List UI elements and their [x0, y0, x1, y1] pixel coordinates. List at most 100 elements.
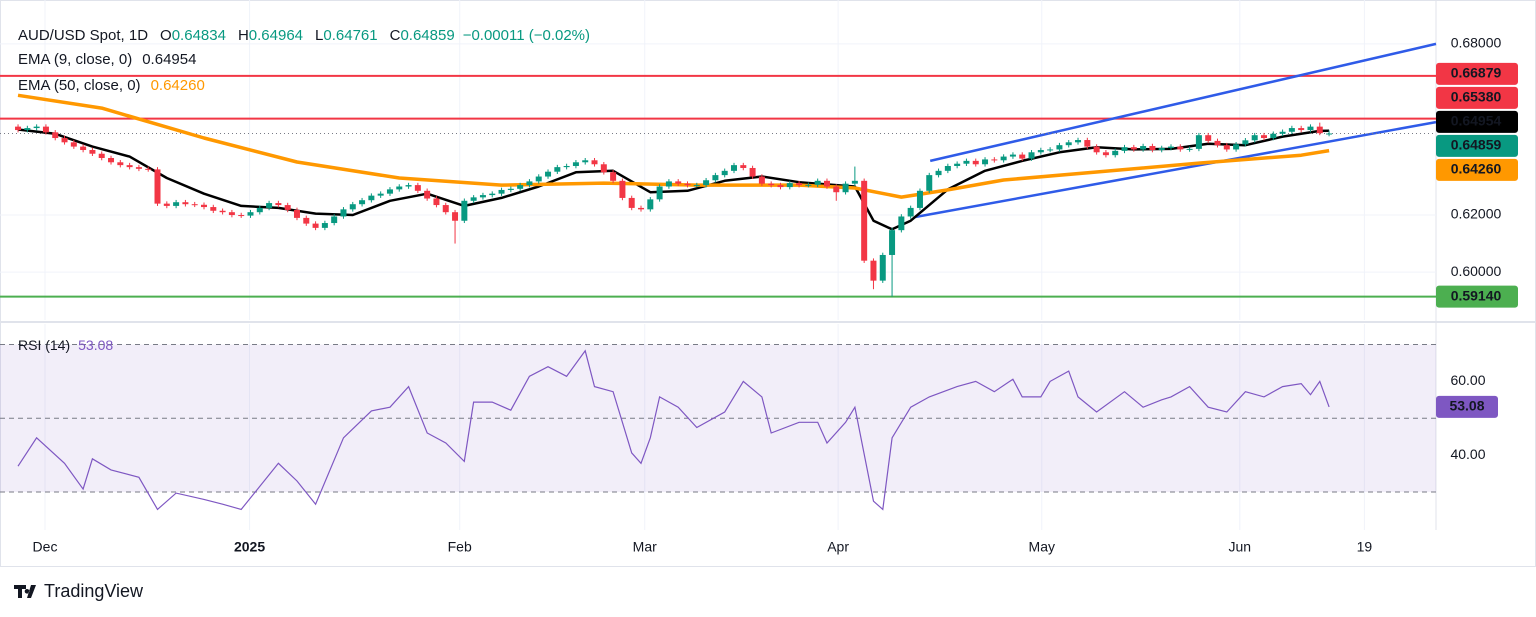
candle-body [647, 199, 654, 210]
price-badge-label: 0.64260 [1451, 161, 1502, 177]
price-badge [1436, 158, 1518, 181]
candle-body [1000, 156, 1007, 161]
rsi-line [17, 349, 1330, 511]
candle-body [219, 210, 226, 213]
x-tick-label: Dec [33, 539, 58, 555]
ohlc-value: 0.64834 [172, 27, 226, 44]
candle-body [182, 202, 189, 205]
candle-body [563, 165, 570, 168]
candle-body [991, 159, 998, 161]
candle-body [163, 203, 170, 206]
candle-body [935, 170, 942, 176]
candle-body [944, 165, 951, 171]
candle-body [498, 189, 505, 194]
candle-body [907, 207, 914, 217]
x-tick-label: May [1029, 539, 1055, 555]
candle-body [712, 175, 719, 181]
candle-body [405, 185, 412, 187]
candle-body [1112, 150, 1119, 156]
candle-body [535, 176, 542, 182]
candle-body [619, 180, 626, 198]
candle-body [1316, 126, 1323, 134]
price-badge [1436, 134, 1518, 157]
candle-body [721, 170, 728, 176]
symbol-title: AUD/USD Spot, 1D [18, 27, 148, 44]
candle-body [414, 185, 421, 191]
chart-frame [0, 0, 1536, 567]
candle-body [861, 180, 868, 261]
x-tick-label: 19 [1357, 539, 1373, 555]
candle-body [321, 223, 328, 228]
candle-body [1288, 128, 1295, 132]
chart-header: AUD/USD Spot, 1D O0.64834 H0.64964 L0.64761… [18, 27, 590, 44]
candle-body [340, 209, 347, 217]
price-badge [1436, 285, 1518, 308]
candle-body [256, 207, 263, 213]
candle-body [517, 185, 524, 189]
candle-body [1214, 140, 1221, 146]
price-badge-label: 0.66879 [1451, 65, 1502, 81]
candle-body [730, 165, 737, 171]
indicator-name: RSI (14) [18, 337, 70, 353]
candle-body [312, 223, 319, 228]
candle-body [61, 138, 68, 143]
trend-line [915, 120, 1437, 219]
candle-body [303, 217, 310, 224]
ema-line [17, 128, 1330, 231]
price-badge-label: 0.65380 [1451, 89, 1502, 105]
candle-body [507, 188, 514, 190]
candle-body [963, 160, 970, 164]
ohlc-key: H [238, 27, 249, 44]
candle-body [1279, 131, 1286, 134]
candle-body [814, 180, 821, 185]
x-tick-label: Feb [448, 539, 472, 555]
price-change: −0.00011 (−0.02%) [463, 27, 590, 44]
candle-body [805, 184, 812, 186]
candle-body [1251, 135, 1258, 141]
ohlc-key: C [390, 27, 401, 44]
candle-body [201, 204, 208, 208]
candle-body [1223, 145, 1230, 150]
price-badge [1436, 110, 1518, 133]
price-badge-label: 0.64859 [1451, 137, 1502, 153]
price-badge [1436, 86, 1518, 109]
candle-body [70, 142, 77, 147]
candle-body [145, 168, 152, 170]
candle-body [1065, 142, 1072, 146]
price-badge [1436, 62, 1518, 85]
candle-body [740, 165, 747, 168]
candle-body [1075, 140, 1082, 143]
candle-body [972, 160, 979, 165]
candle-body [656, 186, 663, 200]
brand-name: TradingView [44, 581, 144, 601]
candle-body [135, 167, 142, 169]
candle-body [703, 180, 710, 186]
rsi-badge-label: 53.08 [1449, 398, 1484, 414]
candle-body [545, 171, 552, 177]
candle-body [982, 159, 989, 165]
indicator-value: 53.08 [78, 337, 113, 353]
rsi-band [0, 344, 1436, 493]
candle-body [424, 190, 431, 199]
candle-body [80, 146, 87, 151]
ohlc-value: 0.64964 [249, 27, 303, 44]
candle-body [210, 207, 217, 211]
candle-body [572, 162, 579, 166]
candle-body [842, 183, 849, 193]
candle-body [1326, 133, 1333, 135]
candle-body [1009, 154, 1016, 157]
indicator-legend: EMA (50, close, 0) 0.64260 [18, 77, 205, 94]
candle-body [479, 195, 486, 198]
candle-body [89, 150, 96, 154]
candle-body [916, 190, 923, 208]
candle-body [1093, 146, 1100, 153]
candle-body [768, 183, 775, 186]
candle-body [98, 153, 105, 159]
candle-body [1121, 147, 1128, 151]
candle-body [154, 169, 161, 204]
candle-body [889, 230, 896, 255]
candle-body [1056, 145, 1063, 150]
candle-body [665, 181, 672, 187]
ohlc-value: 0.64761 [323, 27, 377, 44]
candle-body [796, 183, 803, 186]
